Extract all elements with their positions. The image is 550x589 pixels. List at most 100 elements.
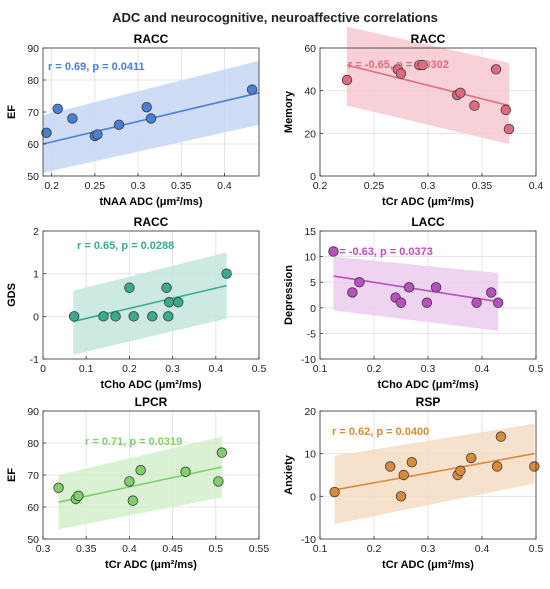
data-point: [490, 64, 502, 75]
data-point: [529, 461, 540, 472]
data-point: [495, 431, 507, 442]
data-point: [124, 476, 135, 487]
x-axis-label: tCr ADC (μm²/ms): [382, 559, 474, 571]
x-tick-label: 0.2: [313, 180, 328, 192]
chart-panel-1: 0.2 0.25 0.3 0.35 0.4 50 60 70 80 90 RACC tNAA ADC …: [6, 32, 260, 208]
data-point: [73, 490, 84, 502]
panel-title: RACC: [134, 32, 169, 46]
x-tick-label: 0.3: [421, 363, 436, 375]
y-axis-label: GDS: [6, 283, 18, 307]
x-tick-label: 0: [40, 363, 46, 375]
data-point: [395, 491, 407, 502]
x-tick-label: 0.1: [79, 363, 94, 375]
axes-box: [42, 230, 260, 360]
data-point: [329, 486, 340, 498]
data-point: [180, 466, 191, 478]
correlation-annotation: r = 0.65, p = 0.0288: [77, 240, 174, 252]
panel-title: LACC: [411, 215, 445, 229]
data-point: [124, 282, 135, 293]
y-tick-label: 2: [33, 226, 39, 238]
correlation-annotation: r = 0.71, p = 0.0319: [85, 436, 182, 448]
data-point: [385, 461, 396, 472]
data-point: [41, 127, 52, 139]
data-point: [147, 311, 158, 322]
data-point: [421, 297, 433, 308]
x-tick-label: 0.25: [85, 180, 106, 192]
x-tick-label: 0.5: [529, 543, 544, 555]
panel-title: RSP: [416, 395, 441, 409]
y-axis-label: Memory: [283, 90, 295, 133]
x-tick-label: 0.3: [165, 363, 180, 375]
y-tick-label: -1: [30, 354, 39, 366]
data-point: [347, 287, 358, 298]
y-tick-label: -10: [301, 354, 316, 366]
correlation-annotation: r = 0.62, p = 0.0400: [332, 426, 429, 438]
x-tick-label: 0.35: [76, 543, 97, 555]
data-point: [67, 113, 78, 124]
regression-line: [58, 466, 223, 503]
x-tick-label: 0.3: [36, 543, 51, 555]
data-point: [471, 297, 482, 308]
data-point: [455, 465, 466, 476]
x-tick-label: 0.2: [367, 543, 382, 555]
y-tick-label: 60: [27, 502, 39, 514]
y-axis-label: Anxiety: [283, 454, 295, 495]
data-point: [173, 297, 184, 308]
y-tick-label: 0: [33, 311, 39, 323]
y-tick-label: 5: [310, 277, 316, 289]
x-tick-label: 0.4: [122, 543, 137, 555]
y-tick-label: 80: [27, 438, 39, 450]
y-tick-label: -5: [307, 328, 316, 340]
y-axis-label: EF: [6, 105, 18, 119]
x-tick-label: 0.3: [421, 180, 436, 192]
y-tick-label: 1: [33, 269, 39, 281]
y-tick-label: 10: [304, 449, 316, 461]
data-point: [469, 100, 480, 111]
x-tick-label: 0.5: [208, 543, 223, 555]
y-tick-label: 60: [304, 43, 316, 55]
chart-panel-2: 0.2 0.25 0.3 0.35 0.4 0 20 40 60 RACC tCr ADC (μm²…: [283, 26, 543, 208]
data-point: [53, 482, 64, 494]
x-axis-label: tCho ADC (μm²/ms): [377, 379, 478, 391]
y-tick-label: 20: [304, 406, 316, 418]
x-tick-label: 0.2: [44, 180, 59, 192]
data-point: [466, 452, 477, 464]
x-tick-label: 0.3: [421, 543, 436, 555]
data-point: [216, 447, 228, 458]
panel-title: RACC: [411, 32, 446, 46]
y-tick-label: 0: [310, 171, 316, 183]
chart-panel-4: 0.1 0.2 0.3 0.4 0.5 -10 -5 0 5 10 15 LACC tCho ADC (…: [283, 215, 543, 391]
data-point: [395, 297, 407, 308]
confidence-band: [58, 436, 222, 530]
data-point: [398, 469, 409, 481]
data-point: [328, 246, 339, 257]
x-axis-label: tCr ADC (μm²/ms): [105, 559, 197, 571]
x-tick-label: 0.35: [472, 180, 493, 192]
figure-title: ADC and neurocognitive, neuroaffective c…: [112, 10, 438, 25]
x-tick-label: 0.4: [475, 363, 490, 375]
y-tick-label: 15: [304, 226, 316, 238]
data-point: [503, 123, 515, 135]
data-point: [491, 461, 503, 472]
data-point: [221, 268, 232, 279]
y-tick-label: 0: [310, 491, 316, 503]
data-point: [430, 282, 442, 293]
data-point: [161, 282, 172, 293]
y-tick-label: 90: [27, 406, 39, 418]
y-tick-label: -10: [301, 534, 316, 546]
y-tick-label: 0: [310, 303, 316, 315]
data-point: [395, 68, 407, 79]
correlation-annotation: r = -0.65, p = 0.0302: [348, 59, 449, 71]
x-axis-label: tCho ADC (μm²/ms): [100, 379, 201, 391]
x-tick-label: 0.45: [162, 543, 183, 555]
x-tick-label: 0.3: [131, 180, 146, 192]
data-point: [417, 59, 428, 71]
data-point: [92, 129, 103, 140]
x-tick-label: 0.25: [364, 180, 385, 192]
x-tick-label: 0.5: [529, 363, 544, 375]
data-point: [110, 311, 121, 322]
data-point: [127, 495, 139, 506]
data-point: [113, 119, 125, 131]
data-point: [145, 113, 157, 124]
